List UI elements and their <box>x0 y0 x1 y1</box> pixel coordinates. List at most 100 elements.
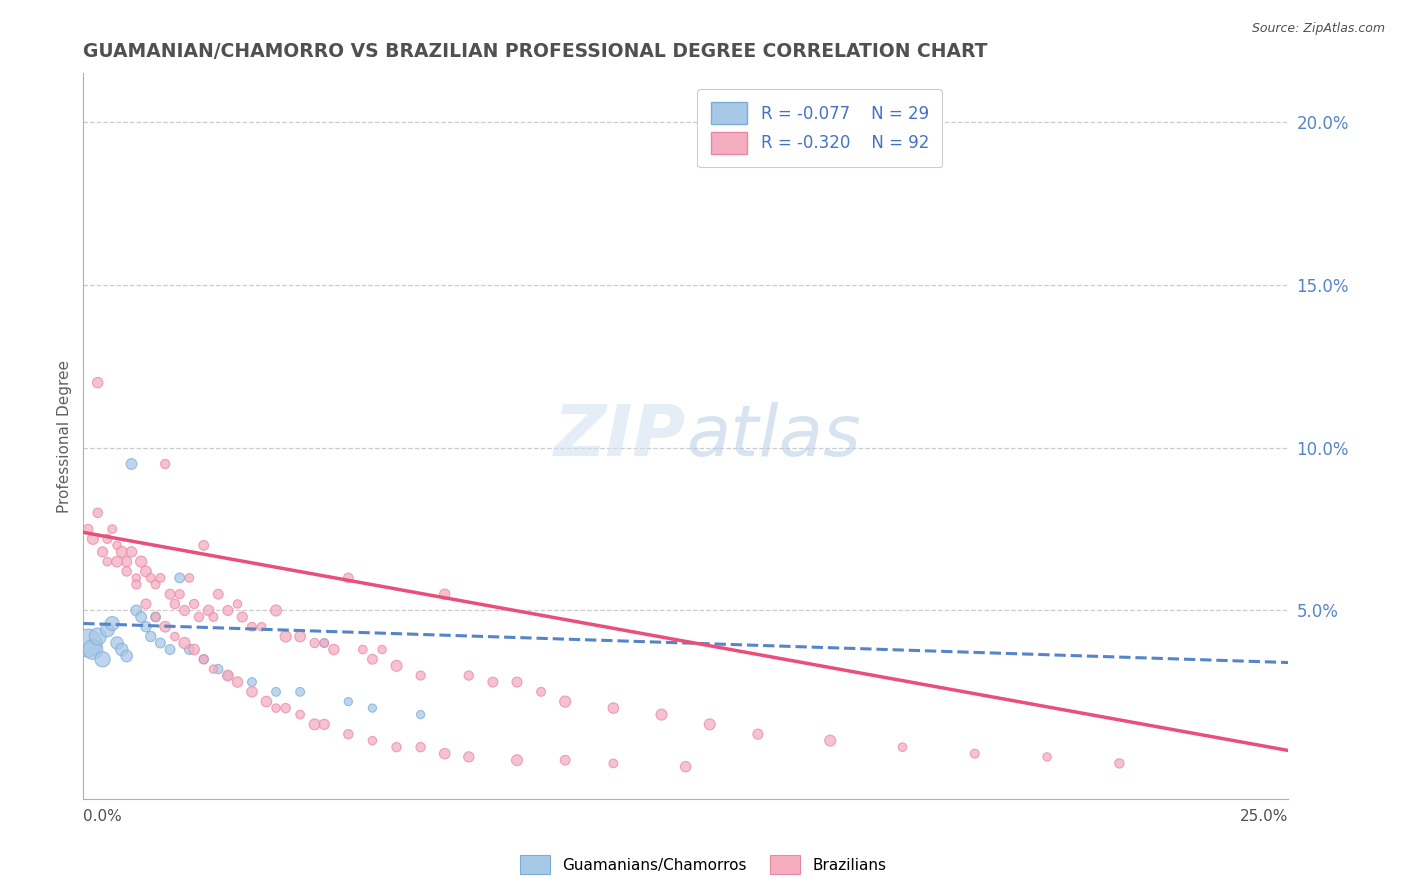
Point <box>337 571 360 585</box>
Point <box>145 577 167 591</box>
Point <box>111 642 134 657</box>
Point <box>163 630 186 644</box>
Legend: R = -0.077    N = 29, R = -0.320    N = 92: R = -0.077 N = 29, R = -0.320 N = 92 <box>697 89 942 167</box>
Point <box>207 662 229 676</box>
Point <box>361 701 384 715</box>
Point <box>254 695 277 709</box>
Text: atlas: atlas <box>686 401 860 471</box>
Point <box>314 717 336 731</box>
Point <box>82 532 104 546</box>
Point <box>173 603 195 617</box>
Point <box>457 750 479 764</box>
Text: Source: ZipAtlas.com: Source: ZipAtlas.com <box>1251 22 1385 36</box>
Point <box>129 610 152 624</box>
Point <box>409 668 432 682</box>
Point <box>115 565 138 579</box>
Point <box>264 685 287 699</box>
Point <box>240 675 263 690</box>
Point <box>288 685 311 699</box>
Point <box>101 616 124 631</box>
Point <box>193 652 215 666</box>
Point <box>602 756 624 771</box>
Point <box>337 727 360 741</box>
Point <box>125 603 148 617</box>
Point <box>264 701 287 715</box>
Point <box>163 597 186 611</box>
Point <box>202 662 225 676</box>
Point <box>169 587 191 601</box>
Point <box>288 630 311 644</box>
Point <box>361 733 384 747</box>
Point <box>352 642 374 657</box>
Point <box>217 603 239 617</box>
Point <box>135 597 157 611</box>
Point <box>506 753 529 767</box>
Point <box>385 658 408 673</box>
Point <box>183 597 205 611</box>
Point <box>115 648 138 663</box>
Point <box>121 545 143 559</box>
Point <box>371 642 394 657</box>
Point <box>187 610 209 624</box>
Point <box>193 538 215 552</box>
Point <box>77 522 100 536</box>
Point <box>675 760 697 774</box>
Point <box>129 555 152 569</box>
Point <box>145 610 167 624</box>
Point <box>304 636 326 650</box>
Point <box>135 620 157 634</box>
Point <box>226 675 249 690</box>
Point <box>96 623 118 637</box>
Point <box>250 620 273 634</box>
Point <box>87 376 110 390</box>
Point <box>1036 750 1059 764</box>
Point <box>506 675 529 690</box>
Point <box>155 457 177 471</box>
Point <box>891 740 914 755</box>
Point <box>699 717 721 731</box>
Point <box>651 707 673 722</box>
Y-axis label: Professional Degree: Professional Degree <box>58 359 72 513</box>
Point <box>217 668 239 682</box>
Point <box>226 597 249 611</box>
Point <box>139 630 162 644</box>
Point <box>385 740 408 755</box>
Point <box>149 636 172 650</box>
Point <box>82 642 104 657</box>
Point <box>155 620 177 634</box>
Point <box>433 587 456 601</box>
Point <box>217 668 239 682</box>
Text: 0.0%: 0.0% <box>83 809 122 824</box>
Point <box>139 571 162 585</box>
Legend: Guamanians/Chamorros, Brazilians: Guamanians/Chamorros, Brazilians <box>513 849 893 880</box>
Point <box>87 506 110 520</box>
Point <box>202 610 225 624</box>
Point <box>409 707 432 722</box>
Point <box>554 753 576 767</box>
Point <box>197 603 219 617</box>
Point <box>207 587 229 601</box>
Point <box>304 717 326 731</box>
Point <box>554 695 576 709</box>
Point <box>111 545 134 559</box>
Text: 25.0%: 25.0% <box>1240 809 1288 824</box>
Point <box>482 675 505 690</box>
Point <box>314 636 336 650</box>
Point <box>274 630 297 644</box>
Point <box>231 610 253 624</box>
Text: ZIP: ZIP <box>554 401 686 471</box>
Point <box>240 620 263 634</box>
Text: GUAMANIAN/CHAMORRO VS BRAZILIAN PROFESSIONAL DEGREE CORRELATION CHART: GUAMANIAN/CHAMORRO VS BRAZILIAN PROFESSI… <box>83 42 988 61</box>
Point <box>240 685 263 699</box>
Point <box>179 571 201 585</box>
Point <box>322 642 344 657</box>
Point <box>135 565 157 579</box>
Point <box>314 636 336 650</box>
Point <box>1108 756 1130 771</box>
Point <box>159 587 181 601</box>
Point <box>530 685 553 699</box>
Point <box>125 577 148 591</box>
Point <box>77 636 100 650</box>
Point <box>173 636 195 650</box>
Point <box>96 555 118 569</box>
